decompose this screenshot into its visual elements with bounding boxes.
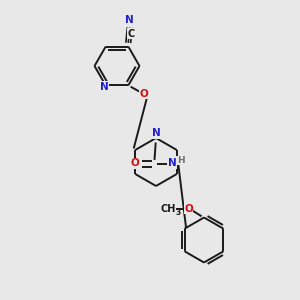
Text: N: N [100,82,109,92]
Text: C: C [127,29,134,39]
Text: N: N [152,128,160,139]
Text: O: O [130,158,139,169]
Text: N: N [125,15,134,26]
Text: O: O [140,89,148,99]
Text: N: N [168,158,177,169]
Text: 3: 3 [176,208,181,217]
Text: O: O [184,203,193,214]
Text: CH: CH [160,203,176,214]
Text: H: H [177,156,184,165]
